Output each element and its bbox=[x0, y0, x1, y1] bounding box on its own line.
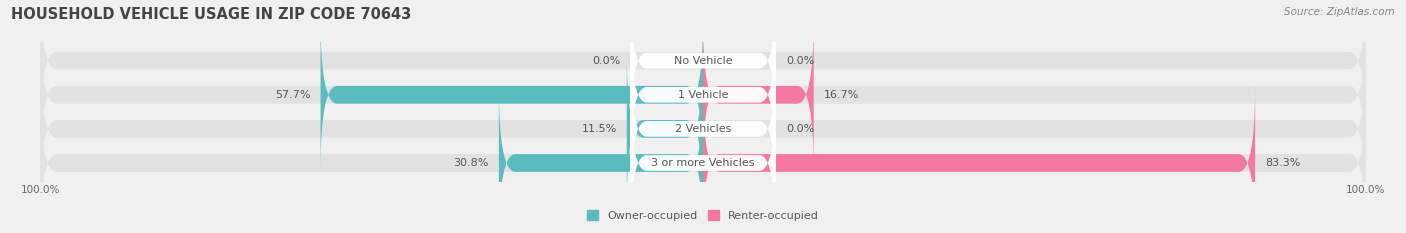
Text: 2 Vehicles: 2 Vehicles bbox=[675, 124, 731, 134]
FancyBboxPatch shape bbox=[499, 87, 703, 233]
FancyBboxPatch shape bbox=[630, 86, 776, 233]
Text: 11.5%: 11.5% bbox=[582, 124, 617, 134]
Text: 16.7%: 16.7% bbox=[824, 90, 859, 100]
Text: 1 Vehicle: 1 Vehicle bbox=[678, 90, 728, 100]
FancyBboxPatch shape bbox=[703, 18, 814, 171]
Text: 3 or more Vehicles: 3 or more Vehicles bbox=[651, 158, 755, 168]
FancyBboxPatch shape bbox=[321, 18, 703, 171]
Text: No Vehicle: No Vehicle bbox=[673, 56, 733, 66]
FancyBboxPatch shape bbox=[41, 18, 1365, 171]
Text: 30.8%: 30.8% bbox=[454, 158, 489, 168]
Text: 57.7%: 57.7% bbox=[276, 90, 311, 100]
FancyBboxPatch shape bbox=[41, 52, 1365, 205]
FancyBboxPatch shape bbox=[630, 51, 776, 206]
Text: 0.0%: 0.0% bbox=[786, 56, 814, 66]
FancyBboxPatch shape bbox=[41, 87, 1365, 233]
Text: 83.3%: 83.3% bbox=[1265, 158, 1301, 168]
Legend: Owner-occupied, Renter-occupied: Owner-occupied, Renter-occupied bbox=[586, 210, 820, 221]
Text: 0.0%: 0.0% bbox=[786, 124, 814, 134]
FancyBboxPatch shape bbox=[630, 0, 776, 138]
Text: Source: ZipAtlas.com: Source: ZipAtlas.com bbox=[1284, 7, 1395, 17]
Text: 0.0%: 0.0% bbox=[592, 56, 620, 66]
FancyBboxPatch shape bbox=[703, 87, 1256, 233]
FancyBboxPatch shape bbox=[41, 0, 1365, 137]
Text: HOUSEHOLD VEHICLE USAGE IN ZIP CODE 70643: HOUSEHOLD VEHICLE USAGE IN ZIP CODE 7064… bbox=[11, 7, 412, 22]
FancyBboxPatch shape bbox=[630, 17, 776, 172]
FancyBboxPatch shape bbox=[627, 52, 703, 205]
